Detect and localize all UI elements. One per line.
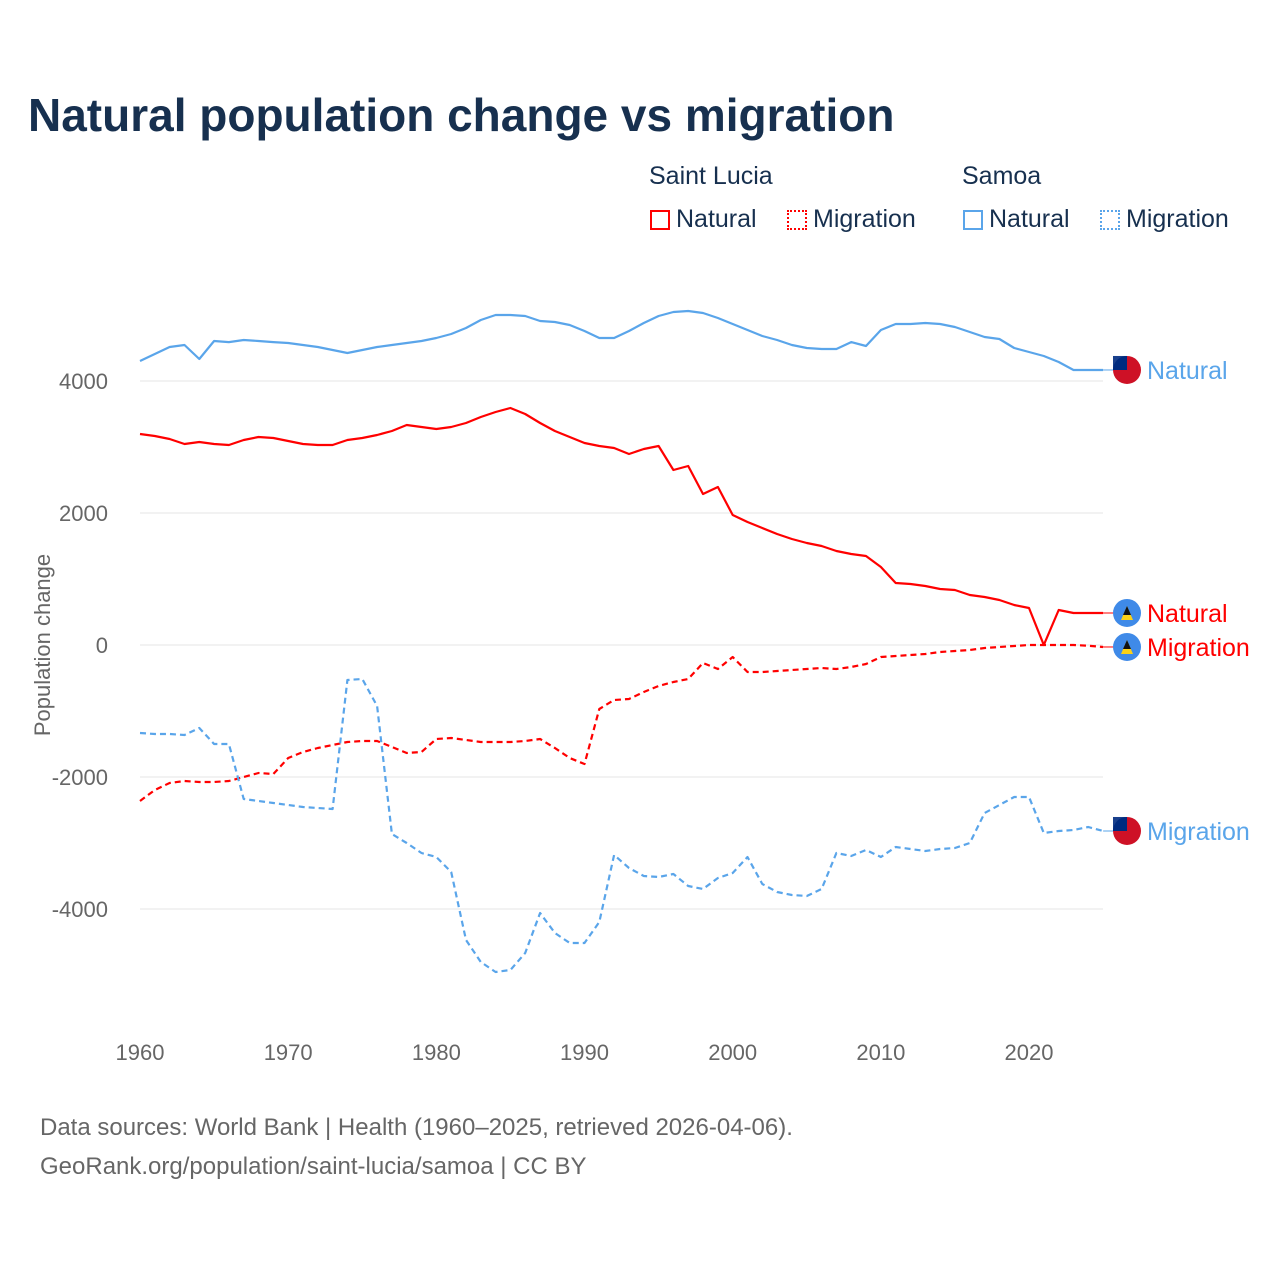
flag-triangle-black: [1123, 605, 1131, 615]
series-line-saint-lucia-migration: [139, 643, 1104, 802]
series-line-samoa-migration: [139, 677, 1104, 974]
samoa-flag-icon: [1113, 816, 1141, 845]
x-tick-label: 1980: [412, 1040, 461, 1065]
legend-item-saint-lucia-natural[interactable]: Natural: [650, 205, 757, 234]
x-tick-label: 1990: [560, 1040, 609, 1065]
x-tick-label: 2010: [856, 1040, 905, 1065]
x-tick-label: 1960: [116, 1040, 165, 1065]
x-tick-label: 2020: [1005, 1040, 1054, 1065]
y-axis-label: Population change: [30, 554, 55, 736]
x-tick-label: 2000: [708, 1040, 757, 1065]
legend-label: Natural: [989, 205, 1070, 233]
series-line-samoa-natural: [139, 309, 1104, 372]
series-line-saint-lucia-natural: [139, 406, 1104, 647]
legend-label: Natural: [676, 205, 757, 233]
chart-title: Natural population change vs migration: [28, 89, 895, 141]
flag-canton: [1113, 816, 1127, 831]
legend-swatch-dotted: [787, 209, 807, 230]
series-end-label: Migration: [1147, 634, 1250, 662]
footer: Data sources: World Bank | Health (1960–…: [40, 1108, 793, 1186]
legend-label: Migration: [813, 205, 916, 233]
legend-item-saint-lucia-migration[interactable]: Migration: [787, 205, 916, 234]
series-end-label: Migration: [1147, 818, 1250, 846]
legend-swatch-solid: [963, 209, 983, 230]
footer-sources: Data sources: World Bank | Health (1960–…: [40, 1114, 793, 1141]
series-end-label: Natural: [1147, 600, 1228, 628]
legend-swatch-solid: [650, 209, 670, 230]
saint-lucia-flag-icon: [1113, 632, 1141, 661]
footer-link[interactable]: GeoRank.org/population/saint-lucia/samoa…: [40, 1153, 587, 1180]
legend-group-samoa: Samoa: [962, 162, 1042, 190]
legend-label: Migration: [1126, 205, 1229, 233]
series-end-label: Natural: [1147, 357, 1228, 385]
y-tick-label: 2000: [59, 501, 108, 526]
saint-lucia-flag-icon: [1113, 598, 1141, 627]
y-tick-label: 4000: [59, 369, 108, 394]
legend-group-saint-lucia: Saint Lucia: [649, 162, 773, 190]
legend-item-samoa-natural[interactable]: Natural: [963, 205, 1070, 234]
x-tick-label: 1970: [264, 1040, 313, 1065]
legend-swatch-dotted: [1100, 209, 1120, 230]
legend-item-samoa-migration[interactable]: Migration: [1100, 205, 1229, 234]
y-tick-label: -2000: [52, 765, 108, 790]
y-tick-label: 0: [96, 633, 108, 658]
samoa-flag-icon: [1113, 355, 1141, 384]
flag-triangle-black: [1123, 639, 1131, 649]
flag-canton: [1113, 355, 1127, 370]
y-tick-label: -4000: [52, 897, 108, 922]
